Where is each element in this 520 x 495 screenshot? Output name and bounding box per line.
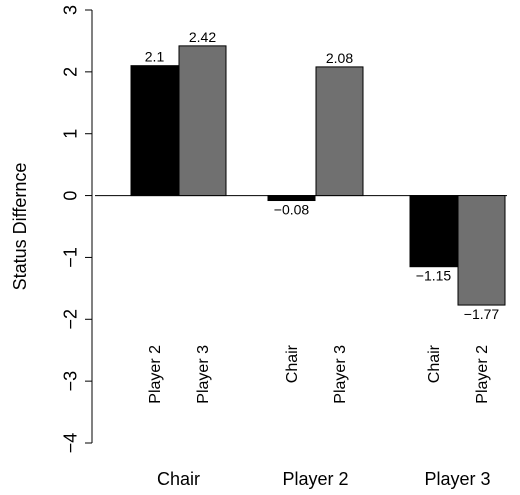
bars: 2.1 Player 2 2.42 Player 3 Chair −0.08 Chair 2.… [95,29,507,489]
y-tick-label: 3 [60,5,80,15]
bar [409,195,458,268]
y-tick-label: −4 [60,433,80,454]
bar [178,45,227,197]
bar-category-label: Player 2 [147,345,164,404]
y-tick-label: 1 [60,129,80,139]
bar [315,66,364,197]
group-label: Player 2 [282,469,348,489]
bar-category-label: Chair [426,344,443,383]
value-label: −0.08 [274,202,310,218]
value-label: −1.77 [464,306,500,322]
group-label: Player 3 [424,469,490,489]
bar [267,195,316,202]
y-tick-label: −1 [60,247,80,268]
bar-category-label: Player 3 [195,345,212,404]
value-label: 2.42 [189,29,216,45]
bar-category-label: Player 2 [474,345,491,404]
value-label: 2.08 [326,50,353,66]
group-label: Chair [157,469,200,489]
y-axis-title: Status Differnce [10,163,30,291]
bar [130,65,179,197]
bar [457,195,506,306]
y-tick-label: 2 [60,67,80,77]
bar-category-label: Player 3 [332,345,349,404]
y-tick-label: −3 [60,371,80,392]
value-label: −1.15 [416,268,452,284]
y-axis: −4 −3 −2 −1 0 1 2 3 [60,5,93,454]
y-tick-label: 0 [60,191,80,201]
y-tick-label: −2 [60,309,80,330]
bar-category-label: Chair [284,344,301,383]
value-label: 2.1 [145,49,165,65]
